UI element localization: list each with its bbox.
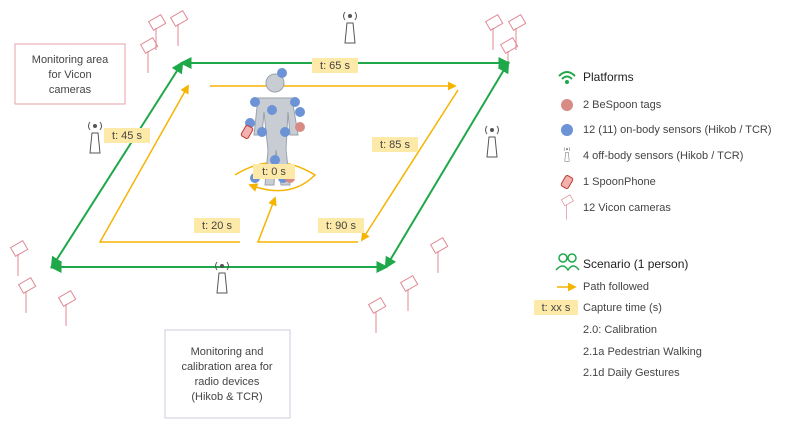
- time-label: t: 0 s: [262, 166, 286, 178]
- legend-item: 12 Vicon cameras: [583, 202, 671, 214]
- area-text: Monitoring and: [191, 346, 264, 358]
- paths: [98, 81, 459, 243]
- legend-key: t: xx s: [542, 302, 571, 314]
- time-label: t: 90 s: [326, 220, 356, 232]
- legend-item: 1 SpoonPhone: [583, 176, 656, 188]
- time-label: t: 65 s: [320, 60, 350, 72]
- vicon-area-box: [14, 43, 126, 105]
- area-text: calibration area for: [181, 361, 272, 373]
- legend-title: Scenario (1 person): [583, 257, 688, 271]
- scenario-item: 2.1d Daily Gestures: [583, 367, 680, 379]
- area-text: (Hikob & TCR): [191, 391, 262, 403]
- time-label: t: 85 s: [380, 139, 410, 151]
- time-labels: t: 65 s t: 45 s t: 0 s t: 85 s t: 20 s t…: [104, 58, 418, 233]
- area-text: cameras: [49, 84, 92, 96]
- legend-item: 12 (11) on-body sensors (Hikob / TCR): [583, 124, 772, 136]
- legend-item: Path followed: [583, 281, 649, 293]
- legend-item: Capture time (s): [583, 302, 662, 314]
- area-text: Monitoring area: [32, 54, 109, 66]
- scenario-item: 2.1a Pedestrian Walking: [583, 346, 702, 358]
- legend: Platforms 2 BeSpoon tags 12 (11) on-body…: [534, 70, 772, 379]
- scenario-item: 2.0: Calibration: [583, 324, 657, 336]
- time-label: t: 45 s: [112, 130, 142, 142]
- time-label: t: 20 s: [202, 220, 232, 232]
- legend-item: 2 BeSpoon tags: [583, 99, 662, 111]
- radio-area-box: [164, 329, 291, 419]
- legend-item: 4 off-body sensors (Hikob / TCR): [583, 150, 743, 162]
- legend-title: Platforms: [583, 70, 634, 84]
- area-text: for Vicon: [48, 69, 91, 81]
- area-text: radio devices: [195, 376, 260, 388]
